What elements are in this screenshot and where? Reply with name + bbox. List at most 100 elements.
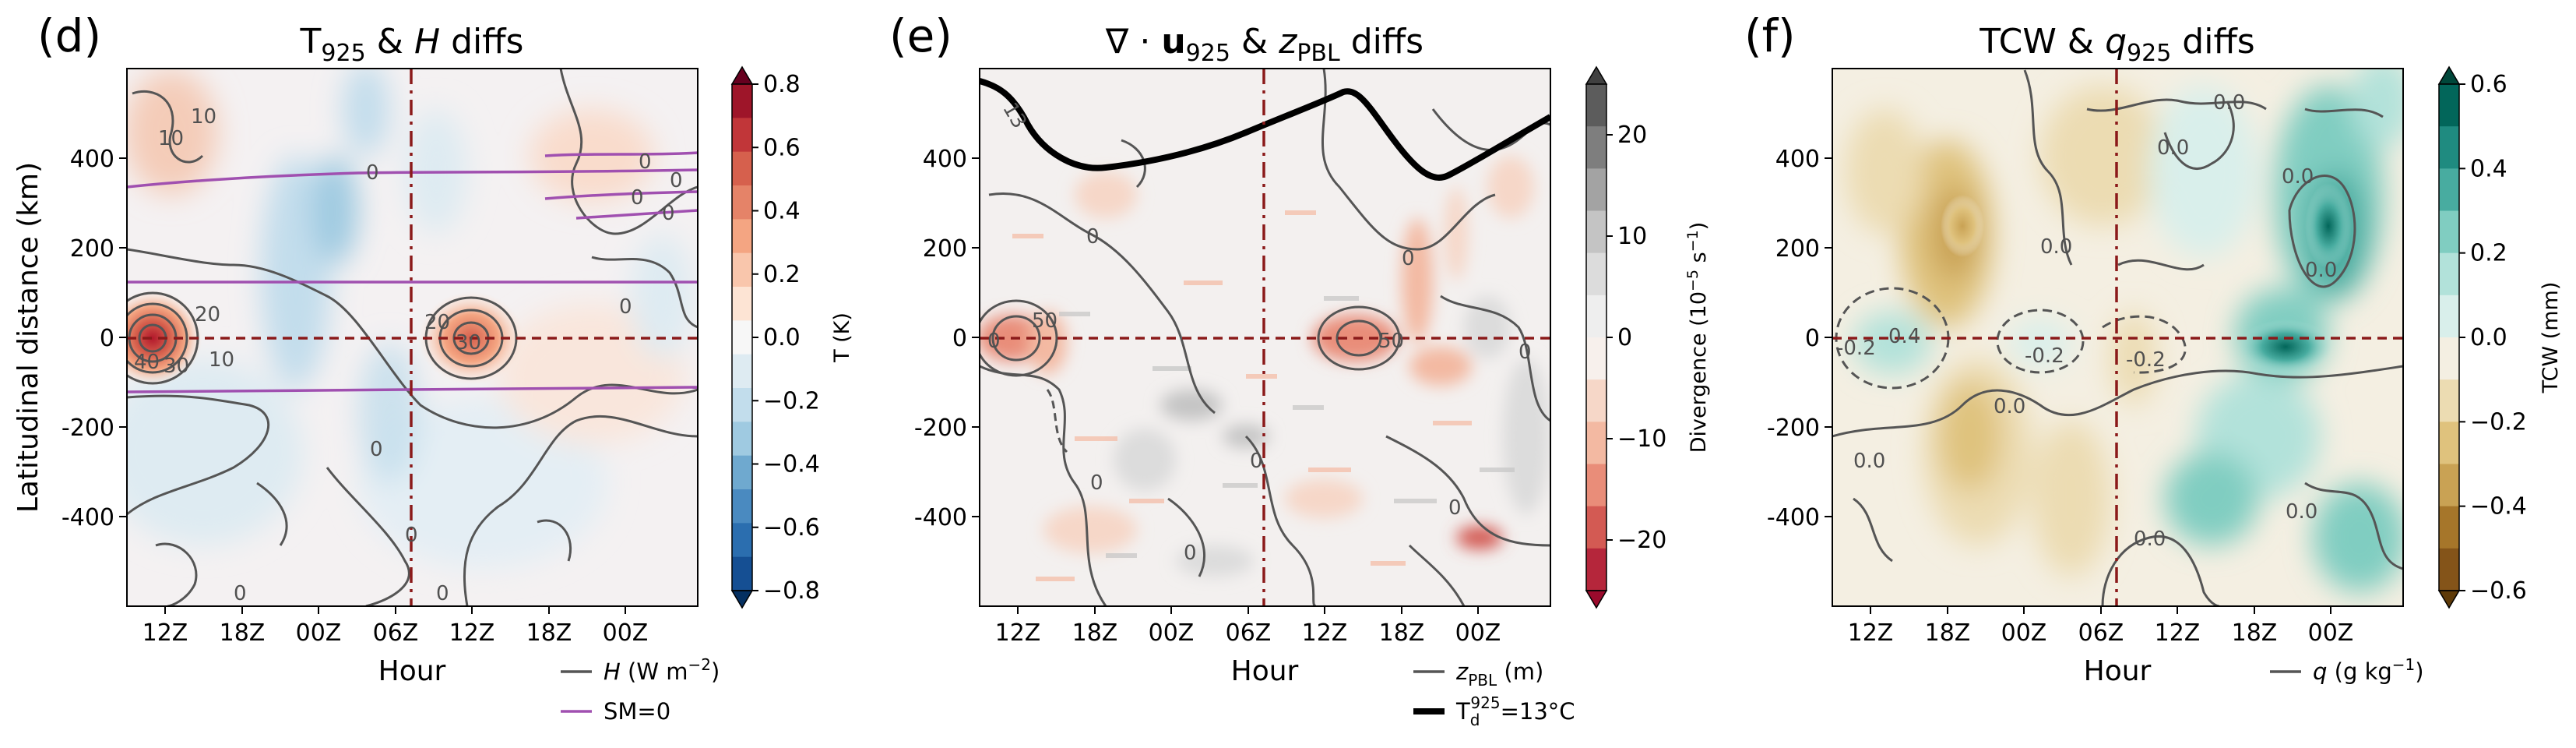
colorbar-segment: [2439, 168, 2459, 211]
y-tick-label: 0: [1805, 325, 1820, 352]
x-tick-label: 00Z: [296, 619, 342, 647]
colorbar-segment: [2439, 506, 2459, 549]
panel-e-title: ∇ · u925 & zPBL diffs: [1105, 22, 1423, 67]
colorbar-tick-label: 0.4: [763, 198, 801, 225]
colorbar-tick-label: 0.0: [2470, 324, 2507, 351]
colorbar-extend-bottom: [730, 590, 754, 609]
y-tick-label: -400: [914, 504, 967, 531]
sm-label: 0: [639, 150, 652, 174]
panel-d-legend: H (W m−2) SM=0: [561, 655, 720, 725]
panel-f: (f) TCW & q925 diffs: [1744, 9, 2563, 687]
x-tick-label: 18Z: [1379, 619, 1425, 647]
contour-label: 30: [164, 355, 189, 378]
colorbar-extend-top: [730, 65, 754, 85]
x-tick-label: 00Z: [2001, 619, 2047, 647]
colorbar-segment: [1586, 295, 1606, 338]
panel-e: (e) ∇ · u925 & zPBL diffs: [889, 9, 1711, 729]
colorbar-segment: [1586, 548, 1606, 591]
colorbar-tick-label: 0.2: [2470, 240, 2507, 267]
contour-label: 0.4: [1888, 325, 1920, 348]
x-tick-label: 12Z: [995, 619, 1041, 647]
contour-label: 0.0: [1994, 395, 2025, 418]
colorbar-segment: [2439, 252, 2459, 296]
x-tick-label: 00Z: [1455, 619, 1501, 647]
colorbar-segment: [1586, 168, 1606, 211]
x-tick-label: 12Z: [143, 619, 188, 647]
y-tick-label: 400: [923, 146, 967, 173]
contour-label: 0.0: [2040, 235, 2072, 259]
colorbar-segment: [732, 388, 752, 422]
legend-label-dewpoint: Td925=13°C: [1455, 693, 1575, 729]
sm-label: 0: [662, 202, 675, 225]
contour-label: 20: [424, 311, 450, 334]
panel-f-xlabel: Hour: [2084, 655, 2152, 687]
contour-label: 0: [1086, 225, 1100, 249]
colorbar-segment: [1586, 464, 1606, 507]
legend-label-q: q (g kg−1): [2313, 655, 2424, 685]
sm-label: 0: [670, 169, 683, 192]
panel-d-xlabel: Hour: [378, 655, 446, 687]
x-tick-label: 06Z: [2078, 619, 2124, 647]
panel-f-ticks: 12Z 18Z 00Z 06Z 12Z 18Z 00Z 400 200 0 -200 -400: [1767, 146, 2353, 647]
panel-e-ticks: 12Z 18Z 00Z 06Z 12Z 18Z 00Z 400 200 0 -200 -400: [914, 146, 1501, 647]
colorbar-tick-label: −20: [1617, 527, 1666, 554]
contour-label: 0.0: [2305, 259, 2337, 282]
colorbar-tick-label: −0.6: [2470, 577, 2527, 605]
contour-label: 50: [1032, 309, 1057, 333]
contour-label: 0: [436, 582, 449, 605]
contour-label: 10: [191, 105, 216, 129]
colorbar-segment: [1586, 210, 1606, 254]
colorbar-tick-label: −0.2: [2470, 408, 2527, 436]
panel-f-legend: q (g kg−1): [2270, 655, 2424, 685]
x-tick-label: 00Z: [603, 619, 649, 647]
colorbar-tick-label: 10: [1617, 223, 1647, 250]
colorbar-segment: [732, 354, 752, 389]
panel-d-ylabel: Latitudinal distance (km): [12, 162, 44, 513]
colorbar-segment: [1586, 126, 1606, 169]
colorbar-tick-label: 0.8: [763, 71, 801, 98]
colorbar-segment: [732, 320, 752, 355]
panel-d-colorbar: 0.8 0.6 0.4 0.2 0.0 −0.2 −0.4 −0.6 −0.8: [730, 65, 820, 609]
x-tick-label: 18Z: [1925, 619, 1971, 647]
panel-e-colorbar: 20 10 0 −10 −20: [1585, 65, 1666, 609]
panel-d-field: [127, 69, 698, 606]
contour-label: 0: [405, 524, 418, 547]
colorbar-segment: [2439, 126, 2459, 169]
colorbar-tick-label: 0.0: [763, 324, 801, 351]
y-tick-label: 400: [1775, 146, 1820, 173]
x-tick-label: 12Z: [1848, 619, 1894, 647]
colorbar-extend-top: [2437, 65, 2461, 85]
colorbar-segment: [2439, 84, 2459, 127]
contour-label: 0.0: [1853, 450, 1885, 473]
colorbar-segment: [1586, 84, 1606, 127]
panel-e-legend: zPBL (m) Td925=13°C: [1413, 658, 1575, 729]
panel-e-colorbar-label: Divergence (10−5 s−1): [1684, 222, 1711, 453]
colorbar-segment: [732, 252, 752, 288]
panel-f-colorbar: 0.6 0.4 0.2 0.0 −0.2 −0.4 −0.6: [2437, 65, 2527, 609]
panel-f-title: TCW & q925 diffs: [1979, 22, 2254, 67]
x-tick-label: 12Z: [449, 619, 495, 647]
y-tick-label: -200: [62, 415, 114, 442]
panel-f-colorbar-label: TCW (mm): [2539, 282, 2563, 394]
contour-label: 0: [1519, 340, 1532, 364]
contour-label: -0.2: [2126, 348, 2166, 372]
colorbar-segment: [1586, 337, 1606, 380]
contour-label: 0: [619, 295, 632, 319]
contour-label: 0: [987, 330, 1001, 353]
y-tick-label: 200: [70, 235, 114, 263]
y-tick-label: 200: [923, 235, 967, 263]
colorbar-tick-label: −0.2: [763, 387, 820, 415]
contour-label: 0: [1448, 496, 1462, 520]
contour-label: -0.2: [2025, 344, 2064, 368]
contour-label: 50: [1378, 330, 1404, 353]
panel-d-title: T925 & H diffs: [300, 22, 524, 67]
y-tick-label: 0: [952, 325, 967, 352]
legend-label-h: H (W m−2): [604, 655, 720, 685]
colorbar-tick-label: 20: [1617, 122, 1647, 149]
colorbar-segment: [732, 151, 752, 186]
panel-f-letter: (f): [1744, 9, 1796, 62]
colorbar-segment: [2439, 464, 2459, 507]
colorbar-segment: [2439, 548, 2459, 591]
colorbar-segment: [1586, 252, 1606, 296]
contour-label: 0: [1250, 450, 1263, 473]
